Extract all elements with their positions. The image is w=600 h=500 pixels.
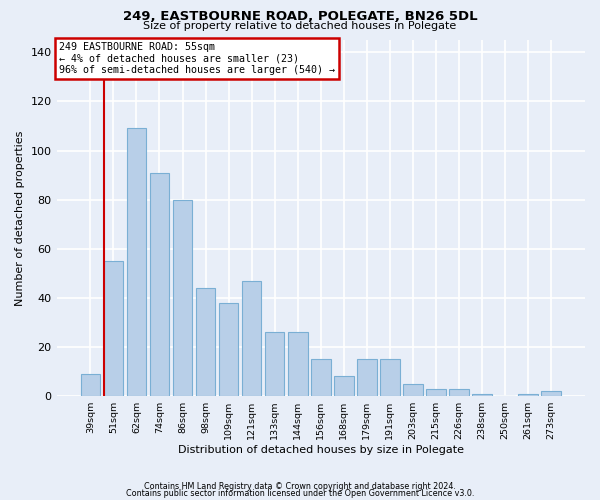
Text: Contains HM Land Registry data © Crown copyright and database right 2024.: Contains HM Land Registry data © Crown c…	[144, 482, 456, 491]
Bar	[380, 359, 400, 396]
Bar	[219, 303, 238, 396]
Bar	[541, 391, 561, 396]
Bar	[288, 332, 308, 396]
Y-axis label: Number of detached properties: Number of detached properties	[15, 130, 25, 306]
Bar	[80, 374, 100, 396]
Text: 249, EASTBOURNE ROAD, POLEGATE, BN26 5DL: 249, EASTBOURNE ROAD, POLEGATE, BN26 5DL	[122, 10, 478, 23]
Bar	[334, 376, 353, 396]
Bar	[149, 172, 169, 396]
Bar	[196, 288, 215, 396]
Bar	[265, 332, 284, 396]
Bar	[426, 388, 446, 396]
Bar	[449, 388, 469, 396]
Bar	[518, 394, 538, 396]
Bar	[403, 384, 423, 396]
Text: Contains public sector information licensed under the Open Government Licence v3: Contains public sector information licen…	[126, 490, 474, 498]
Text: Size of property relative to detached houses in Polegate: Size of property relative to detached ho…	[143, 21, 457, 31]
Bar	[242, 280, 262, 396]
Bar	[173, 200, 193, 396]
Bar	[311, 359, 331, 396]
Bar	[472, 394, 492, 396]
Bar	[357, 359, 377, 396]
Bar	[104, 261, 123, 396]
Text: 249 EASTBOURNE ROAD: 55sqm
← 4% of detached houses are smaller (23)
96% of semi-: 249 EASTBOURNE ROAD: 55sqm ← 4% of detac…	[59, 42, 335, 75]
Bar	[127, 128, 146, 396]
X-axis label: Distribution of detached houses by size in Polegate: Distribution of detached houses by size …	[178, 445, 464, 455]
